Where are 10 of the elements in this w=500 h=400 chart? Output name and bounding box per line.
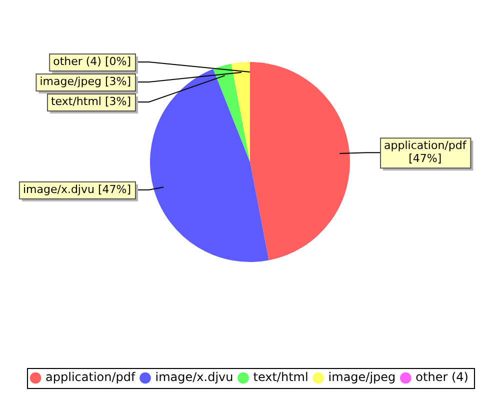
data-label: image/x.djvu [47%]	[22, 182, 132, 196]
data-label: text/html [3%]	[50, 94, 132, 108]
legend-label: text/html	[253, 370, 308, 384]
data-label: image/jpeg [3%]	[40, 74, 132, 88]
legend-label: other (4)	[416, 370, 468, 384]
legend-label: image/jpeg	[328, 370, 396, 384]
data-label: application/pdf [47%]	[384, 138, 468, 165]
text: other (4) [0%]	[53, 54, 132, 68]
legend-label: image/x.djvu	[155, 370, 234, 384]
legend-label: application/pdf	[46, 370, 136, 384]
